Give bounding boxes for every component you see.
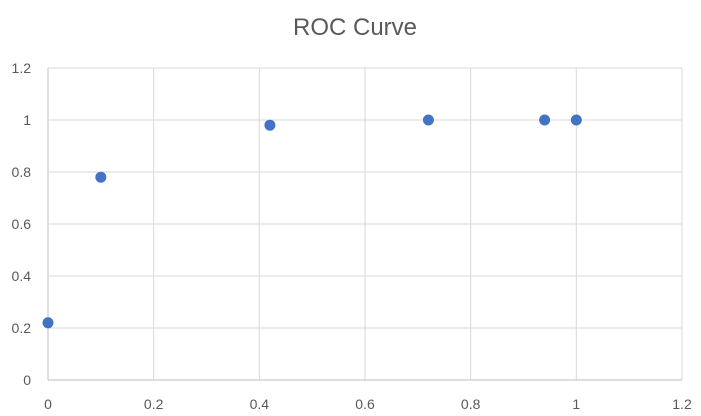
x-tick-label: 0.6: [355, 396, 375, 412]
data-point: [264, 119, 276, 131]
x-tick-label: 0.8: [461, 396, 481, 412]
data-point: [95, 171, 107, 183]
y-tick-label: 0.8: [12, 164, 32, 180]
x-tick-label: 0.4: [250, 396, 270, 412]
y-tick-label: 0.4: [12, 268, 32, 284]
y-tick-label: 0.2: [12, 320, 32, 336]
y-tick-label: 1.2: [12, 60, 32, 76]
data-point: [539, 114, 551, 126]
x-tick-label: 1.2: [672, 396, 692, 412]
y-tick-label: 0.6: [12, 216, 32, 232]
gridlines: [47, 67, 683, 381]
data-points: [42, 114, 582, 329]
x-tick-label: 1: [572, 396, 580, 412]
data-point: [42, 317, 54, 329]
y-tick-label: 0: [23, 372, 31, 388]
chart-title: ROC Curve: [293, 14, 417, 41]
x-tick-label: 0: [44, 396, 52, 412]
data-point: [422, 114, 434, 126]
y-tick-label: 1: [23, 112, 31, 128]
data-point: [570, 114, 582, 126]
x-axis-tick-labels: 0 0.2 0.4 0.6 0.8 1 1.2: [44, 396, 692, 412]
y-axis-tick-labels: 0 0.2 0.4 0.6 0.8 1 1.2: [12, 60, 32, 388]
x-tick-label: 0.2: [144, 396, 164, 412]
